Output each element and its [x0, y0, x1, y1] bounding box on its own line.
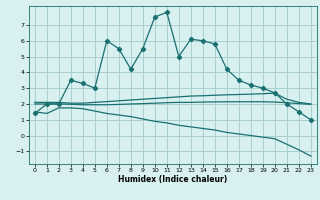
X-axis label: Humidex (Indice chaleur): Humidex (Indice chaleur)	[118, 175, 228, 184]
